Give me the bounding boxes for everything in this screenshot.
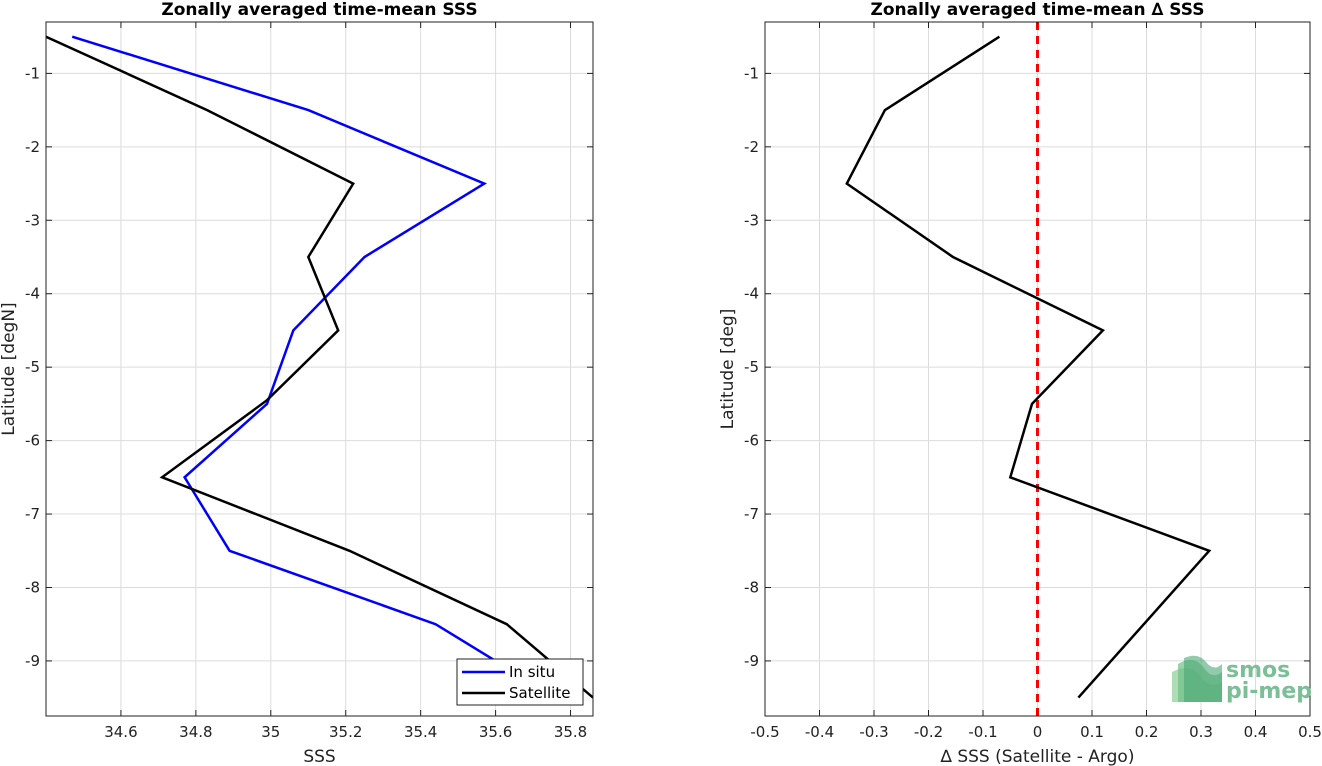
x-tick-label: 35 xyxy=(261,723,280,741)
legend-label-in-situ: In situ xyxy=(509,663,555,681)
logo-text-smos: smos xyxy=(1226,658,1290,683)
y-tick-label: -1 xyxy=(25,64,40,82)
legend-box xyxy=(456,658,584,706)
y-tick-label: -3 xyxy=(744,211,759,229)
tick-marks: 34.6 34.8 35 35.2 35.4 35.6 35.8 -1 -2 -3 -4 -5 -6 -7… xyxy=(25,22,593,741)
grid-lines xyxy=(46,22,593,716)
y-tick-label: -1 xyxy=(744,64,759,82)
y-tick-label: -2 xyxy=(744,138,759,156)
x-tick-label: 0.2 xyxy=(1135,723,1159,741)
x-tick-label: 0.4 xyxy=(1244,723,1268,741)
y-tick-label: -5 xyxy=(25,358,40,376)
x-tick-label: 35.6 xyxy=(479,723,512,741)
smos-pi-mep-logo: smos pi-mep xyxy=(1172,655,1312,704)
y-axis-label: Latitude [degN] xyxy=(0,302,19,435)
y-tick-label: -9 xyxy=(25,652,40,670)
series-line-delta-sss xyxy=(845,35,1212,699)
x-tick-label: 0 xyxy=(1033,723,1043,741)
logo-text-pi-mep: pi-mep xyxy=(1226,679,1312,704)
plot-area xyxy=(46,22,593,716)
tick-marks: -0.5 -0.4 -0.3 -0.2 -0.1 0 0.1 0.2 0.3 0.4 0.5 -1 -2… xyxy=(744,22,1322,741)
y-tick-label: -8 xyxy=(744,578,759,596)
chart-title: Zonally averaged time-mean ∆ SSS xyxy=(871,0,1205,20)
legend-label-satellite: Satellite xyxy=(509,684,570,702)
y-tick-label: -2 xyxy=(25,138,40,156)
x-tick-label: 0.3 xyxy=(1189,723,1213,741)
x-axis-label: ∆ SSS (Satellite - Argo) xyxy=(940,747,1135,766)
y-tick-label: -3 xyxy=(25,211,40,229)
y-tick-label: -4 xyxy=(744,285,759,303)
y-tick-label: -6 xyxy=(25,432,40,450)
x-tick-label: 0.1 xyxy=(1080,723,1104,741)
y-tick-label: -7 xyxy=(744,505,759,523)
y-tick-label: -7 xyxy=(25,505,40,523)
x-tick-label: -0.3 xyxy=(859,723,888,741)
series-line-satellite xyxy=(46,35,593,699)
x-tick-label: -0.1 xyxy=(968,723,997,741)
axes-frame xyxy=(45,21,594,717)
y-tick-label: -9 xyxy=(744,652,759,670)
x-tick-label: 35.2 xyxy=(329,723,362,741)
x-tick-label: -0.5 xyxy=(750,723,779,741)
logo-wave-icon xyxy=(1172,655,1222,702)
legend: In situ Satellite xyxy=(456,658,584,706)
series-line-in-situ xyxy=(71,35,497,662)
y-tick-label: -6 xyxy=(744,432,759,450)
y-tick-label: -4 xyxy=(25,285,40,303)
x-axis-label: SSS xyxy=(303,747,335,766)
x-tick-label: 34.8 xyxy=(179,723,212,741)
x-tick-label: 35.8 xyxy=(554,723,587,741)
chart-sss-profile: 34.6 34.8 35 35.2 35.4 35.6 35.8 -1 -2 -3 -4 -5 -6 -7… xyxy=(0,0,594,766)
chart-delta-sss-profile: -0.5 -0.4 -0.3 -0.2 -0.1 0 0.1 0.2 0.3 0.4 0.5 -1 -2… xyxy=(718,0,1322,766)
y-tick-label: -8 xyxy=(25,578,40,596)
y-axis-label: Latitude [deg] xyxy=(718,309,738,430)
chart-title: Zonally averaged time-mean SSS xyxy=(161,0,477,20)
x-tick-label: -0.2 xyxy=(914,723,943,741)
x-tick-label: 34.6 xyxy=(104,723,137,741)
data-series xyxy=(845,22,1212,716)
x-tick-label: 0.5 xyxy=(1298,723,1322,741)
x-tick-label: 35.4 xyxy=(404,723,437,741)
x-tick-label: -0.4 xyxy=(805,723,834,741)
data-series xyxy=(46,35,593,699)
y-tick-label: -5 xyxy=(744,358,759,376)
